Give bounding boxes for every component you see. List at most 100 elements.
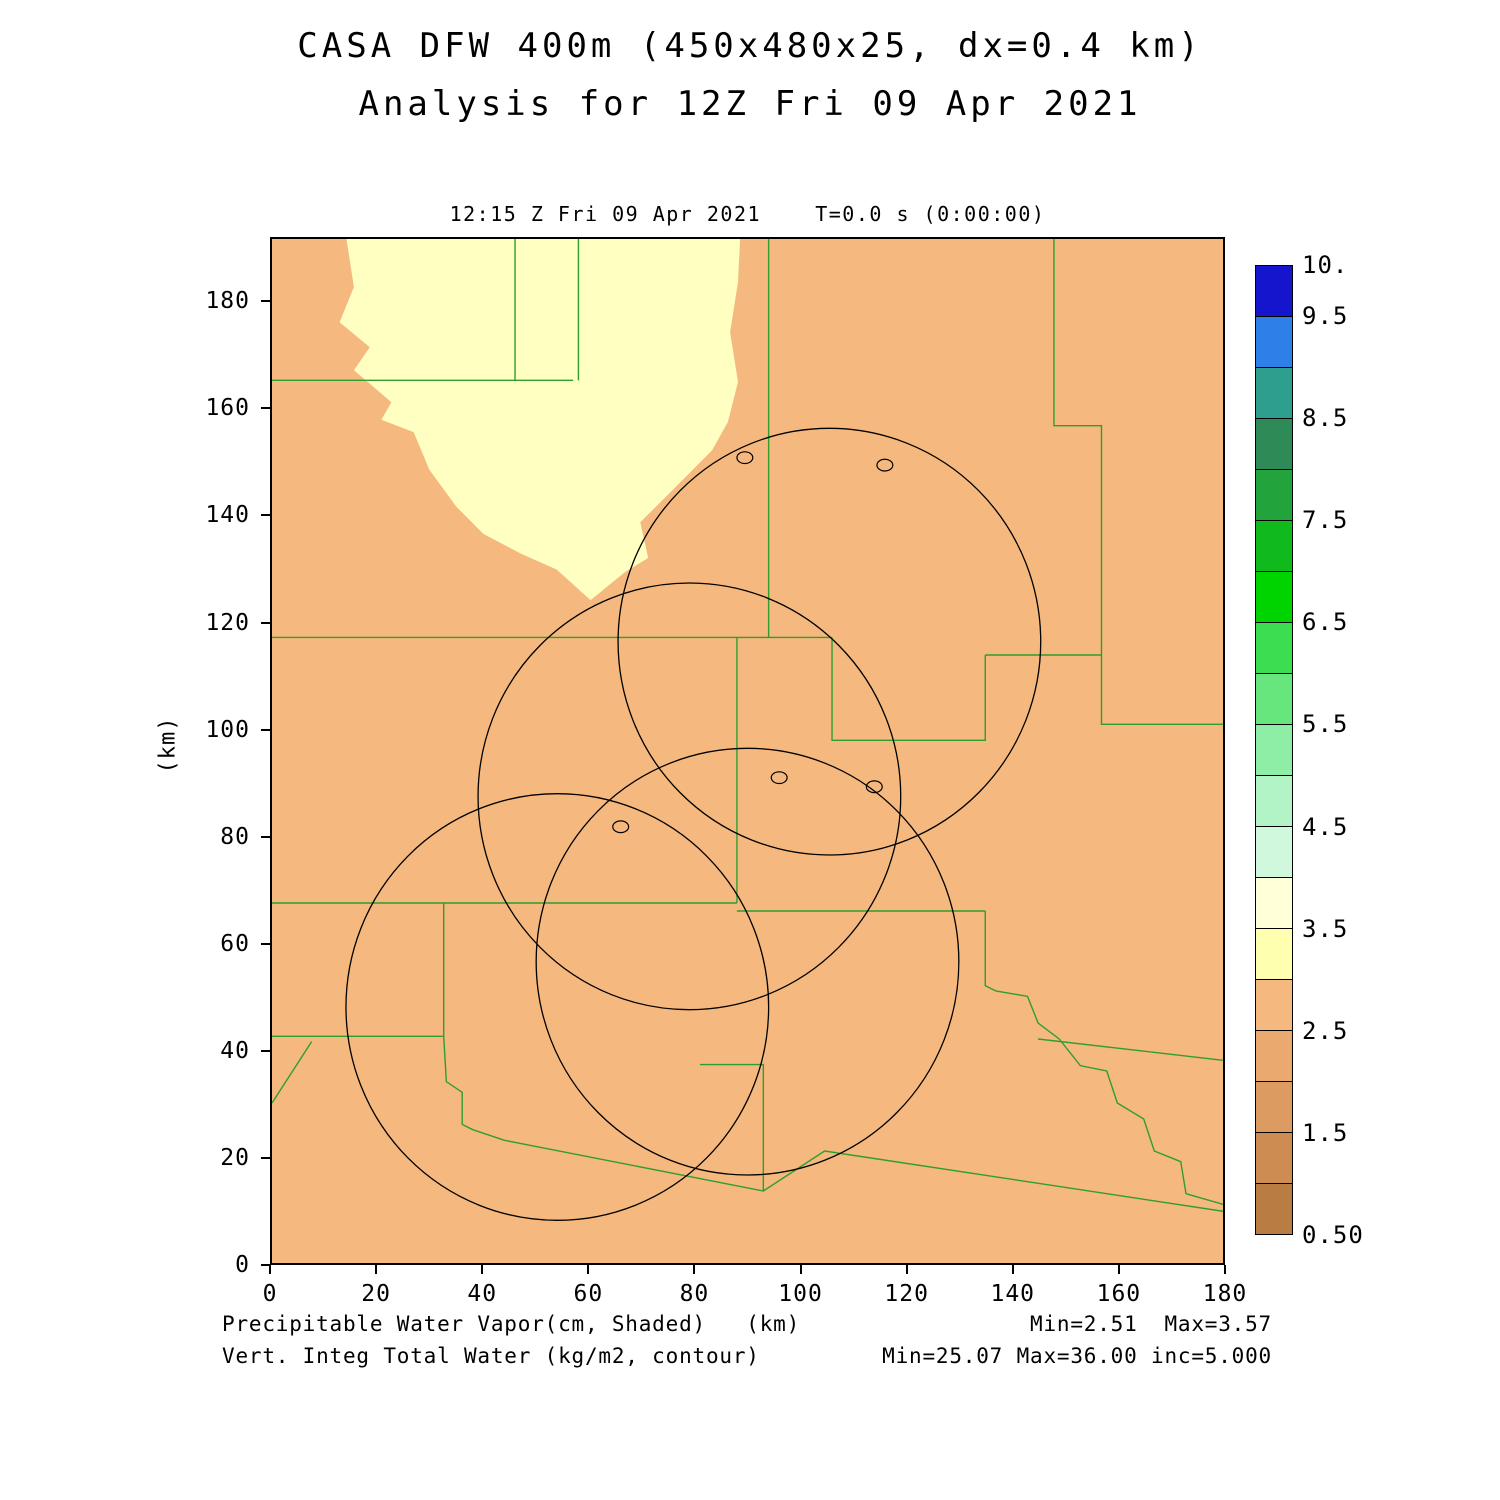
y-tick-label: 160 <box>205 395 250 422</box>
caption-shaded-field: Precipitable Water Vapor(cm, Shaded) (km… <box>222 1312 801 1336</box>
x-tick-mark <box>799 1265 802 1274</box>
x-tick-label: 180 <box>1202 1281 1248 1307</box>
y-tick-label: 140 <box>205 502 250 529</box>
x-axis-ticks: 0 20 40 60 80 100 120 140 160 180 <box>263 1265 1246 1317</box>
colorbar-tick-label: 7.5 <box>1302 506 1349 535</box>
y-tick-label: 20 <box>220 1144 250 1171</box>
y-tick-mark <box>261 728 270 731</box>
y-tick-mark <box>261 621 270 624</box>
map-svg <box>272 239 1223 1263</box>
y-tick-label: 0 <box>235 1252 250 1278</box>
radar-range-circle <box>478 583 901 1010</box>
colorbar-segment <box>1256 418 1292 469</box>
county-boundary-line <box>1038 1039 1223 1060</box>
y-tick-label: 100 <box>205 716 250 743</box>
x-tick-label: 0 <box>262 1281 278 1307</box>
colorbar-tick-label: 9.5 <box>1302 302 1349 331</box>
colorbar-labels: 10. 9.5 8.5 7.5 6.5 5.5 4.5 3.5 2.5 1.5 0.50 <box>1302 251 1392 1249</box>
x-tick-label: 80 <box>679 1281 710 1307</box>
colorbar-segment <box>1256 316 1292 367</box>
contour-oval <box>613 821 629 833</box>
contour-oval <box>866 781 882 793</box>
colorbar-segment <box>1256 1081 1292 1132</box>
y-tick-mark <box>261 835 270 838</box>
colorbar-tick-label: 0.50 <box>1302 1221 1364 1249</box>
y-tick-label: 60 <box>220 930 250 957</box>
shaded-region-high-pw <box>339 239 741 601</box>
colorbar-segment <box>1256 979 1292 1030</box>
y-tick-mark <box>261 514 270 517</box>
colorbar-tick-label: 6.5 <box>1302 608 1349 637</box>
x-tick-mark <box>481 1265 484 1274</box>
colorbar-segment <box>1256 266 1292 316</box>
colorbar-segment <box>1256 928 1292 979</box>
map-plot-area <box>270 237 1225 1265</box>
colorbar <box>1255 265 1293 1235</box>
contour-oval <box>771 772 787 784</box>
x-tick-mark <box>1117 1265 1120 1274</box>
colorbar-tick-label: 4.5 <box>1302 812 1349 841</box>
x-tick-mark <box>905 1265 908 1274</box>
plot-title-line2: Analysis for 12Z Fri 09 Apr 2021 <box>358 84 1142 124</box>
colorbar-segment <box>1256 1183 1292 1234</box>
x-tick-label: 120 <box>884 1281 929 1307</box>
x-tick-mark <box>693 1265 696 1274</box>
colorbar-tick-label: 8.5 <box>1302 404 1349 433</box>
colorbar-segment <box>1256 469 1292 520</box>
x-tick-mark <box>375 1265 378 1274</box>
colorbar-tick-label: 3.5 <box>1302 914 1349 943</box>
x-tick-mark <box>1224 1265 1226 1274</box>
colorbar-segment <box>1256 571 1292 622</box>
county-boundary-line <box>985 911 1223 1204</box>
x-tick-mark <box>1011 1265 1014 1274</box>
y-tick-mark <box>261 300 270 303</box>
colorbar-segment <box>1256 673 1292 724</box>
y-tick-mark <box>261 1264 270 1266</box>
county-boundary-line <box>272 1036 1223 1211</box>
x-tick-mark <box>587 1265 590 1274</box>
colorbar-segment <box>1256 724 1292 775</box>
contour-oval <box>737 452 753 464</box>
y-tick-mark <box>261 942 270 945</box>
y-tick-label: 40 <box>220 1037 250 1064</box>
colorbar-segment <box>1256 775 1292 826</box>
y-tick-mark <box>261 407 270 410</box>
valid-time-header: 12:15 Z Fri 09 Apr 2021 T=0.0 s (0:00:00… <box>449 202 1046 226</box>
radar-range-circle <box>346 794 769 1221</box>
y-tick-label: 80 <box>220 823 250 850</box>
colorbar-segment <box>1256 877 1292 928</box>
colorbar-segment <box>1256 367 1292 418</box>
colorbar-segment <box>1256 1132 1292 1183</box>
caption-shaded-minmax: Min=2.51 Max=3.57 <box>1030 1312 1272 1336</box>
colorbar-tick-label: 10. <box>1302 251 1349 279</box>
x-tick-label: 160 <box>1096 1281 1142 1307</box>
caption-contour-field: Vert. Integ Total Water (kg/m2, contour) <box>222 1344 760 1368</box>
colorbar-tick-label: 2.5 <box>1302 1016 1349 1045</box>
radar-range-circle <box>536 748 959 1175</box>
colorbar-segment <box>1256 1030 1292 1081</box>
x-tick-label: 100 <box>778 1281 823 1307</box>
colorbar-segment <box>1256 520 1292 571</box>
caption-contour-minmax: Min=25.07 Max=36.00 inc=5.000 <box>882 1344 1272 1368</box>
radar-range-circle <box>618 428 1041 855</box>
y-axis-ticks: 180 160 140 120 100 80 60 40 20 0 <box>175 237 270 1278</box>
county-boundary-line <box>272 1042 312 1103</box>
x-tick-mark <box>269 1265 271 1274</box>
colorbar-tick-label: 1.5 <box>1302 1118 1349 1147</box>
colorbar-segment <box>1256 622 1292 673</box>
y-tick-mark <box>261 1049 270 1052</box>
colorbar-segment <box>1256 826 1292 877</box>
x-tick-label: 140 <box>990 1281 1036 1307</box>
x-tick-label: 40 <box>467 1281 498 1307</box>
x-tick-label: 20 <box>361 1281 391 1307</box>
county-boundary-line <box>1054 239 1223 724</box>
colorbar-tick-label: 5.5 <box>1302 710 1349 739</box>
plot-title-line1: CASA DFW 400m (450x480x25, dx=0.4 km) <box>297 26 1203 66</box>
county-boundary-line <box>700 1065 763 1191</box>
y-tick-label: 180 <box>205 288 250 315</box>
y-tick-label: 120 <box>205 609 250 636</box>
y-tick-mark <box>261 1156 270 1159</box>
x-tick-label: 60 <box>573 1281 604 1307</box>
county-boundary-line <box>832 637 985 740</box>
